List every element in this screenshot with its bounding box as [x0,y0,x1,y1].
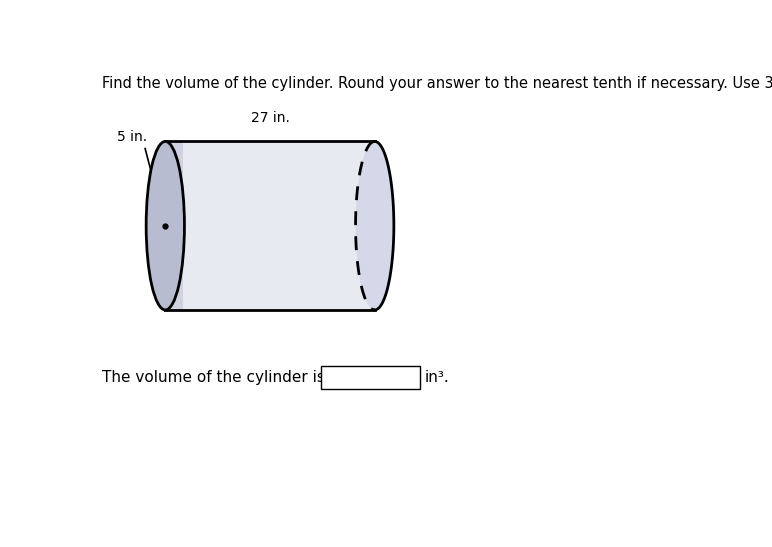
Text: 27 in.: 27 in. [251,110,290,125]
FancyBboxPatch shape [321,366,420,389]
Text: in³.: in³. [425,370,449,385]
Bar [165,142,374,310]
Text: The volume of the cylinder is about: The volume of the cylinder is about [103,370,374,385]
Text: Find the volume of the cylinder. Round your answer to the nearest tenth if neces: Find the volume of the cylinder. Round y… [103,76,772,91]
Text: 5 in.: 5 in. [117,130,147,144]
Ellipse shape [356,142,394,310]
Bar [165,142,183,310]
Ellipse shape [146,142,185,310]
